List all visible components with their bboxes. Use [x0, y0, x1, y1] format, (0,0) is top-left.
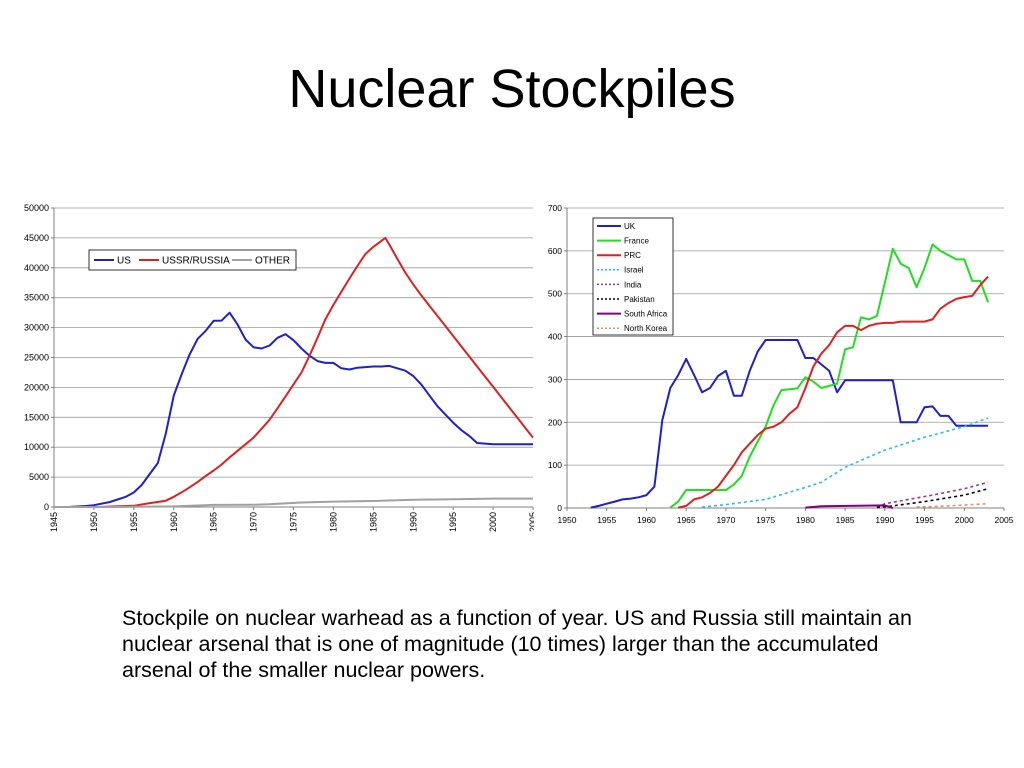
chart2-legend-label-pakistan: Pakistan [624, 295, 655, 304]
chart2-y-tick-label: 100 [548, 460, 562, 470]
chart2-legend-label-india: India [624, 280, 642, 289]
chart1-x-tick-label: 1965 [209, 512, 219, 532]
chart2-x-tick-label: 1985 [836, 515, 855, 525]
chart2-x-tick-label: 2005 [995, 515, 1014, 525]
chart1-y-tick-label: 45000 [24, 233, 49, 243]
chart2-series-pakistan [876, 487, 989, 509]
chart2-legend-label-france: France [624, 236, 649, 245]
chart1-y-tick-label: 15000 [24, 412, 49, 422]
chart1-series-other [54, 497, 533, 508]
chart2-x-tick-label: 1950 [558, 515, 577, 525]
chart2-x-tick-label: 1995 [915, 515, 934, 525]
chart2-y-tick-label: 700 [548, 203, 562, 213]
chart1-y-tick-label: 40000 [24, 263, 49, 273]
chart2-y-tick-label: 200 [548, 417, 562, 427]
chart2-x-tick-label: 1980 [796, 515, 815, 525]
chart1-x-tick-label: 1955 [129, 512, 139, 532]
chart1-x-tick-label: 1985 [368, 512, 378, 532]
chart2-x-tick-label: 1975 [756, 515, 775, 525]
chart2-y-tick-label: 600 [548, 246, 562, 256]
chart1-x-tick-label: 1975 [289, 512, 299, 532]
chart1-y-tick-label: 10000 [24, 442, 49, 452]
chart1-y-tick-label: 30000 [24, 323, 49, 333]
chart2-legend-label-prc: PRC [624, 251, 641, 260]
chart2-series-uk [590, 339, 989, 509]
chart1-x-tick-label: 1970 [249, 512, 259, 532]
chart2-y-tick-label: 300 [548, 374, 562, 384]
chart1-y-tick-label: 20000 [24, 382, 49, 392]
chart2-series-prc [677, 275, 989, 509]
chart2-legend-label-israel: Israel [624, 266, 644, 275]
chart1-y-tick-label: 25000 [24, 353, 49, 363]
chart2-y-tick-label: 500 [548, 289, 562, 299]
chart1-legend [88, 249, 297, 271]
chart-major-powers-svg: 0 5000 10000 15000 20000 25000 30000 35000 40000… [24, 203, 538, 532]
chart2-legend-label-south-africa: South Africa [624, 309, 668, 318]
chart2-legend-label-north-korea: North Korea [624, 324, 668, 333]
chart2-x-tick-label: 1970 [716, 515, 735, 525]
chart1-y-tick-label: 35000 [24, 293, 49, 303]
chart2-series-north-korea [916, 502, 989, 508]
chart-major-powers: 0 5000 10000 15000 20000 25000 30000 35000 40000… [6, 196, 538, 544]
chart1-x-tick-label: 1950 [89, 512, 99, 532]
chart2-series-south-africa [805, 504, 894, 509]
chart1-y-tick-label: 5000 [29, 472, 49, 482]
chart2-series-france [669, 243, 990, 509]
chart1-x-tick-label: 1960 [169, 512, 179, 532]
chart-smaller-powers: 0 100 200 300 400 500 600 700 1950 1955 1960 1965 19… [536, 196, 1020, 540]
chart2-x-tick-label: 1965 [677, 515, 696, 525]
chart1-legend-label-us: US [117, 256, 131, 267]
chart2-y-tick-label: 400 [548, 332, 562, 342]
chart1-x-tick-label: 1980 [328, 512, 338, 532]
chart1-y-tick-label: 50000 [24, 203, 49, 213]
chart1-x-tick-label: 2000 [488, 512, 498, 532]
chart2-legend-label-uk: UK [624, 222, 636, 231]
chart1-legend-label-ussr-russia: USSR/RUSSIA [162, 256, 230, 267]
chart-smaller-powers-svg: 0 100 200 300 400 500 600 700 1950 1955 1960 1965 19… [548, 203, 1014, 525]
chart2-x-tick-label: 1955 [597, 515, 616, 525]
chart1-legend-label-other: OTHER [255, 256, 290, 267]
chart2-x-tick-label: 1960 [637, 515, 656, 525]
chart1-x-tick-label: 1945 [49, 512, 59, 532]
chart1-x-tick-label: 2005 [528, 512, 534, 532]
chart1-series-us [53, 311, 533, 508]
chart1-x-tick-label: 1990 [408, 512, 418, 532]
slide-title: Nuclear Stockpiles [288, 59, 736, 119]
chart2-x-tick-label: 2000 [955, 515, 974, 525]
chart2-y-tick-label: 0 [557, 503, 562, 513]
slide-caption: Stockpile on nuclear warhead as a functi… [122, 606, 912, 682]
chart2-legend [592, 217, 674, 336]
chart1-series-ussr-russia [85, 236, 534, 508]
chart2-series-india [876, 481, 989, 509]
chart1-y-tick-label: 0 [44, 502, 49, 512]
chart2-series-israel [702, 417, 989, 508]
chart1-x-tick-label: 1995 [448, 512, 458, 532]
chart2-x-tick-label: 1990 [875, 515, 894, 525]
